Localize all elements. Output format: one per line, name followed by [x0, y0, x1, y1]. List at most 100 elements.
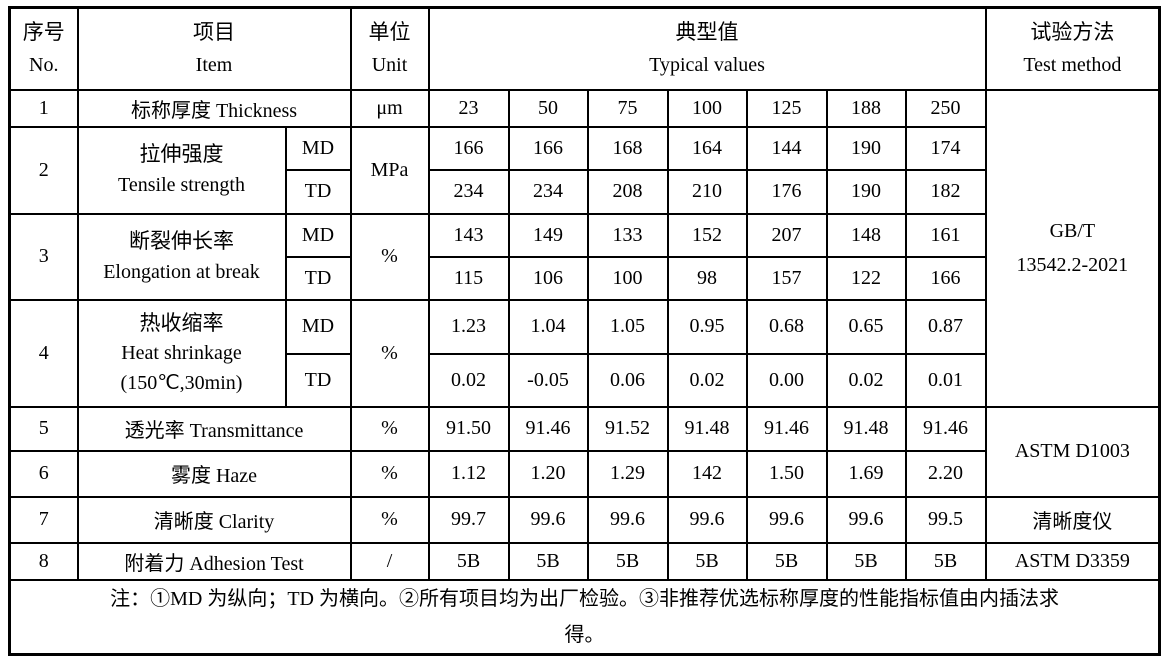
- value-cell: 100: [666, 88, 748, 128]
- header-no-zh: 序号: [22, 19, 65, 44]
- row-no: 8: [8, 541, 79, 581]
- value-cell: 1.12: [427, 449, 510, 498]
- value-cell: 5B: [745, 541, 828, 581]
- value-cell: 91.46: [904, 405, 987, 452]
- row-elongation-md: 3 断裂伸长率 Elongation at break MD % 143 149…: [8, 212, 1160, 301]
- value-cell: 1.69: [825, 449, 907, 498]
- header-typical-zh: 典型值: [675, 19, 739, 44]
- unit-cell: μm: [349, 88, 430, 128]
- value-cell: 0.02: [666, 352, 748, 408]
- row-haze: 6 雾度 Haze % 1.12 1.20 1.29 142 1.50 1.69…: [8, 449, 1160, 498]
- header-unit-en: Unit: [371, 53, 408, 76]
- unit-cell: %: [349, 212, 430, 301]
- value-cell: 188: [825, 88, 907, 128]
- value-cell: 115: [427, 255, 510, 301]
- header-no: 序号 No.: [8, 6, 79, 91]
- method-cell-astm-d3359: ASTM D3359: [984, 541, 1161, 581]
- value-cell: 210: [666, 168, 748, 215]
- value-cell: 5B: [904, 541, 987, 581]
- row-clarity: 7 清晰度 Clarity % 99.7 99.6 99.6 99.6 99.6…: [8, 495, 1161, 544]
- item-name-condition: (150℃,30min): [120, 372, 243, 394]
- row-thickness: 1 标称厚度 Thickness μm 23 50 75 100 125 188…: [8, 88, 1161, 408]
- row-transmittance: 5 透光率 Transmittance % 91.50 91.46 91.52 …: [8, 405, 1161, 498]
- value-cell: 50: [507, 88, 589, 128]
- value-cell: 250: [904, 88, 987, 128]
- item-name-zh: 断裂伸长率: [129, 228, 234, 253]
- header-item-zh: 项目: [193, 19, 235, 44]
- value-cell: 91.50: [427, 405, 510, 452]
- item-name: 附着力 Adhesion Test: [76, 541, 352, 581]
- row-no: 6: [8, 449, 79, 498]
- value-cell: 106: [507, 255, 589, 301]
- header-unit-zh: 单位: [368, 19, 411, 44]
- value-cell: 168: [586, 125, 669, 171]
- footnote-line1: 注：①MD 为纵向；TD 为横向。②所有项目均为出厂检验。③非推荐优选标称厚度的…: [110, 587, 1059, 610]
- direction-label-td: TD: [284, 168, 352, 215]
- value-cell: 0.00: [745, 352, 828, 408]
- value-cell: 1.50: [745, 449, 828, 498]
- value-cell: 143: [427, 212, 510, 258]
- value-cell: 5B: [825, 541, 907, 581]
- header-method-zh: 试验方法: [1030, 19, 1115, 44]
- value-cell: 157: [745, 255, 828, 301]
- item-name-zh: 拉伸强度: [139, 142, 224, 166]
- value-cell: 1.04: [507, 298, 589, 355]
- value-cell: 166: [427, 125, 510, 171]
- value-cell: 0.01: [904, 352, 987, 408]
- direction-label-td: TD: [284, 352, 352, 408]
- value-cell: 98: [666, 255, 748, 301]
- spec-table-container: 序号 No. 项目 Item 单位 Unit 典型值 Typical value…: [8, 6, 1162, 656]
- value-cell: 5B: [666, 541, 748, 581]
- value-cell: 0.02: [825, 352, 907, 408]
- item-name: 拉伸强度 Tensile strength: [76, 125, 287, 215]
- header-method-en: Test method: [1023, 53, 1122, 76]
- value-cell: 23: [427, 88, 510, 128]
- value-cell: 125: [745, 88, 828, 128]
- row-adhesion: 8 附着力 Adhesion Test / 5B 5B 5B 5B 5B 5B …: [8, 541, 1161, 581]
- note-row: 注：①MD 为纵向；TD 为横向。②所有项目均为出厂检验。③非推荐优选标称厚度的…: [8, 578, 1161, 655]
- unit-cell: %: [349, 298, 430, 408]
- direction-label-md: MD: [284, 125, 352, 171]
- method-gbt-line2: 13542.2-2021: [1016, 254, 1129, 276]
- value-cell: 0.02: [427, 352, 510, 408]
- value-cell: 99.6: [586, 495, 669, 544]
- value-cell: 234: [507, 168, 589, 215]
- unit-cell: %: [349, 405, 430, 452]
- value-cell: 190: [825, 125, 907, 171]
- row-no: 5: [8, 405, 79, 452]
- header-no-en: No.: [29, 53, 59, 76]
- value-cell: 166: [904, 255, 987, 301]
- value-cell: 5B: [427, 541, 510, 581]
- row-no: 1: [8, 88, 79, 128]
- row-no: 4: [8, 298, 79, 408]
- value-cell: 91.52: [586, 405, 669, 452]
- value-cell: 166: [507, 125, 589, 171]
- value-cell: 174: [904, 125, 987, 171]
- spec-table: 序号 No. 项目 Item 单位 Unit 典型值 Typical value…: [8, 6, 1162, 656]
- item-name-zh: 热收缩率: [139, 311, 224, 335]
- unit-cell: %: [349, 495, 430, 544]
- footnote: 注：①MD 为纵向；TD 为横向。②所有项目均为出厂检验。③非推荐优选标称厚度的…: [8, 578, 1161, 655]
- value-cell: 91.46: [507, 405, 589, 452]
- value-cell: 0.68: [745, 298, 828, 355]
- value-cell: 152: [666, 212, 748, 258]
- item-name-en: Tensile strength: [118, 174, 245, 196]
- value-cell: 0.65: [825, 298, 907, 355]
- value-cell: 176: [745, 168, 828, 215]
- value-cell: 164: [666, 125, 748, 171]
- value-cell: 207: [745, 212, 828, 258]
- method-gbt-line1: GB/T: [1049, 220, 1096, 242]
- row-no: 2: [8, 125, 79, 215]
- value-cell: 0.06: [586, 352, 669, 408]
- value-cell: 0.95: [666, 298, 748, 355]
- value-cell: 148: [825, 212, 907, 258]
- item-name-en: Elongation at break: [103, 260, 260, 283]
- value-cell: 234: [427, 168, 510, 215]
- unit-cell: /: [349, 541, 430, 581]
- value-cell: 1.23: [427, 298, 510, 355]
- value-cell: 144: [745, 125, 828, 171]
- value-cell: 100: [586, 255, 669, 301]
- item-name: 雾度 Haze: [76, 449, 352, 498]
- direction-label-md: MD: [284, 298, 352, 355]
- row-tensile-td: TD 234 234 208 210 176 190 182: [10, 168, 1160, 215]
